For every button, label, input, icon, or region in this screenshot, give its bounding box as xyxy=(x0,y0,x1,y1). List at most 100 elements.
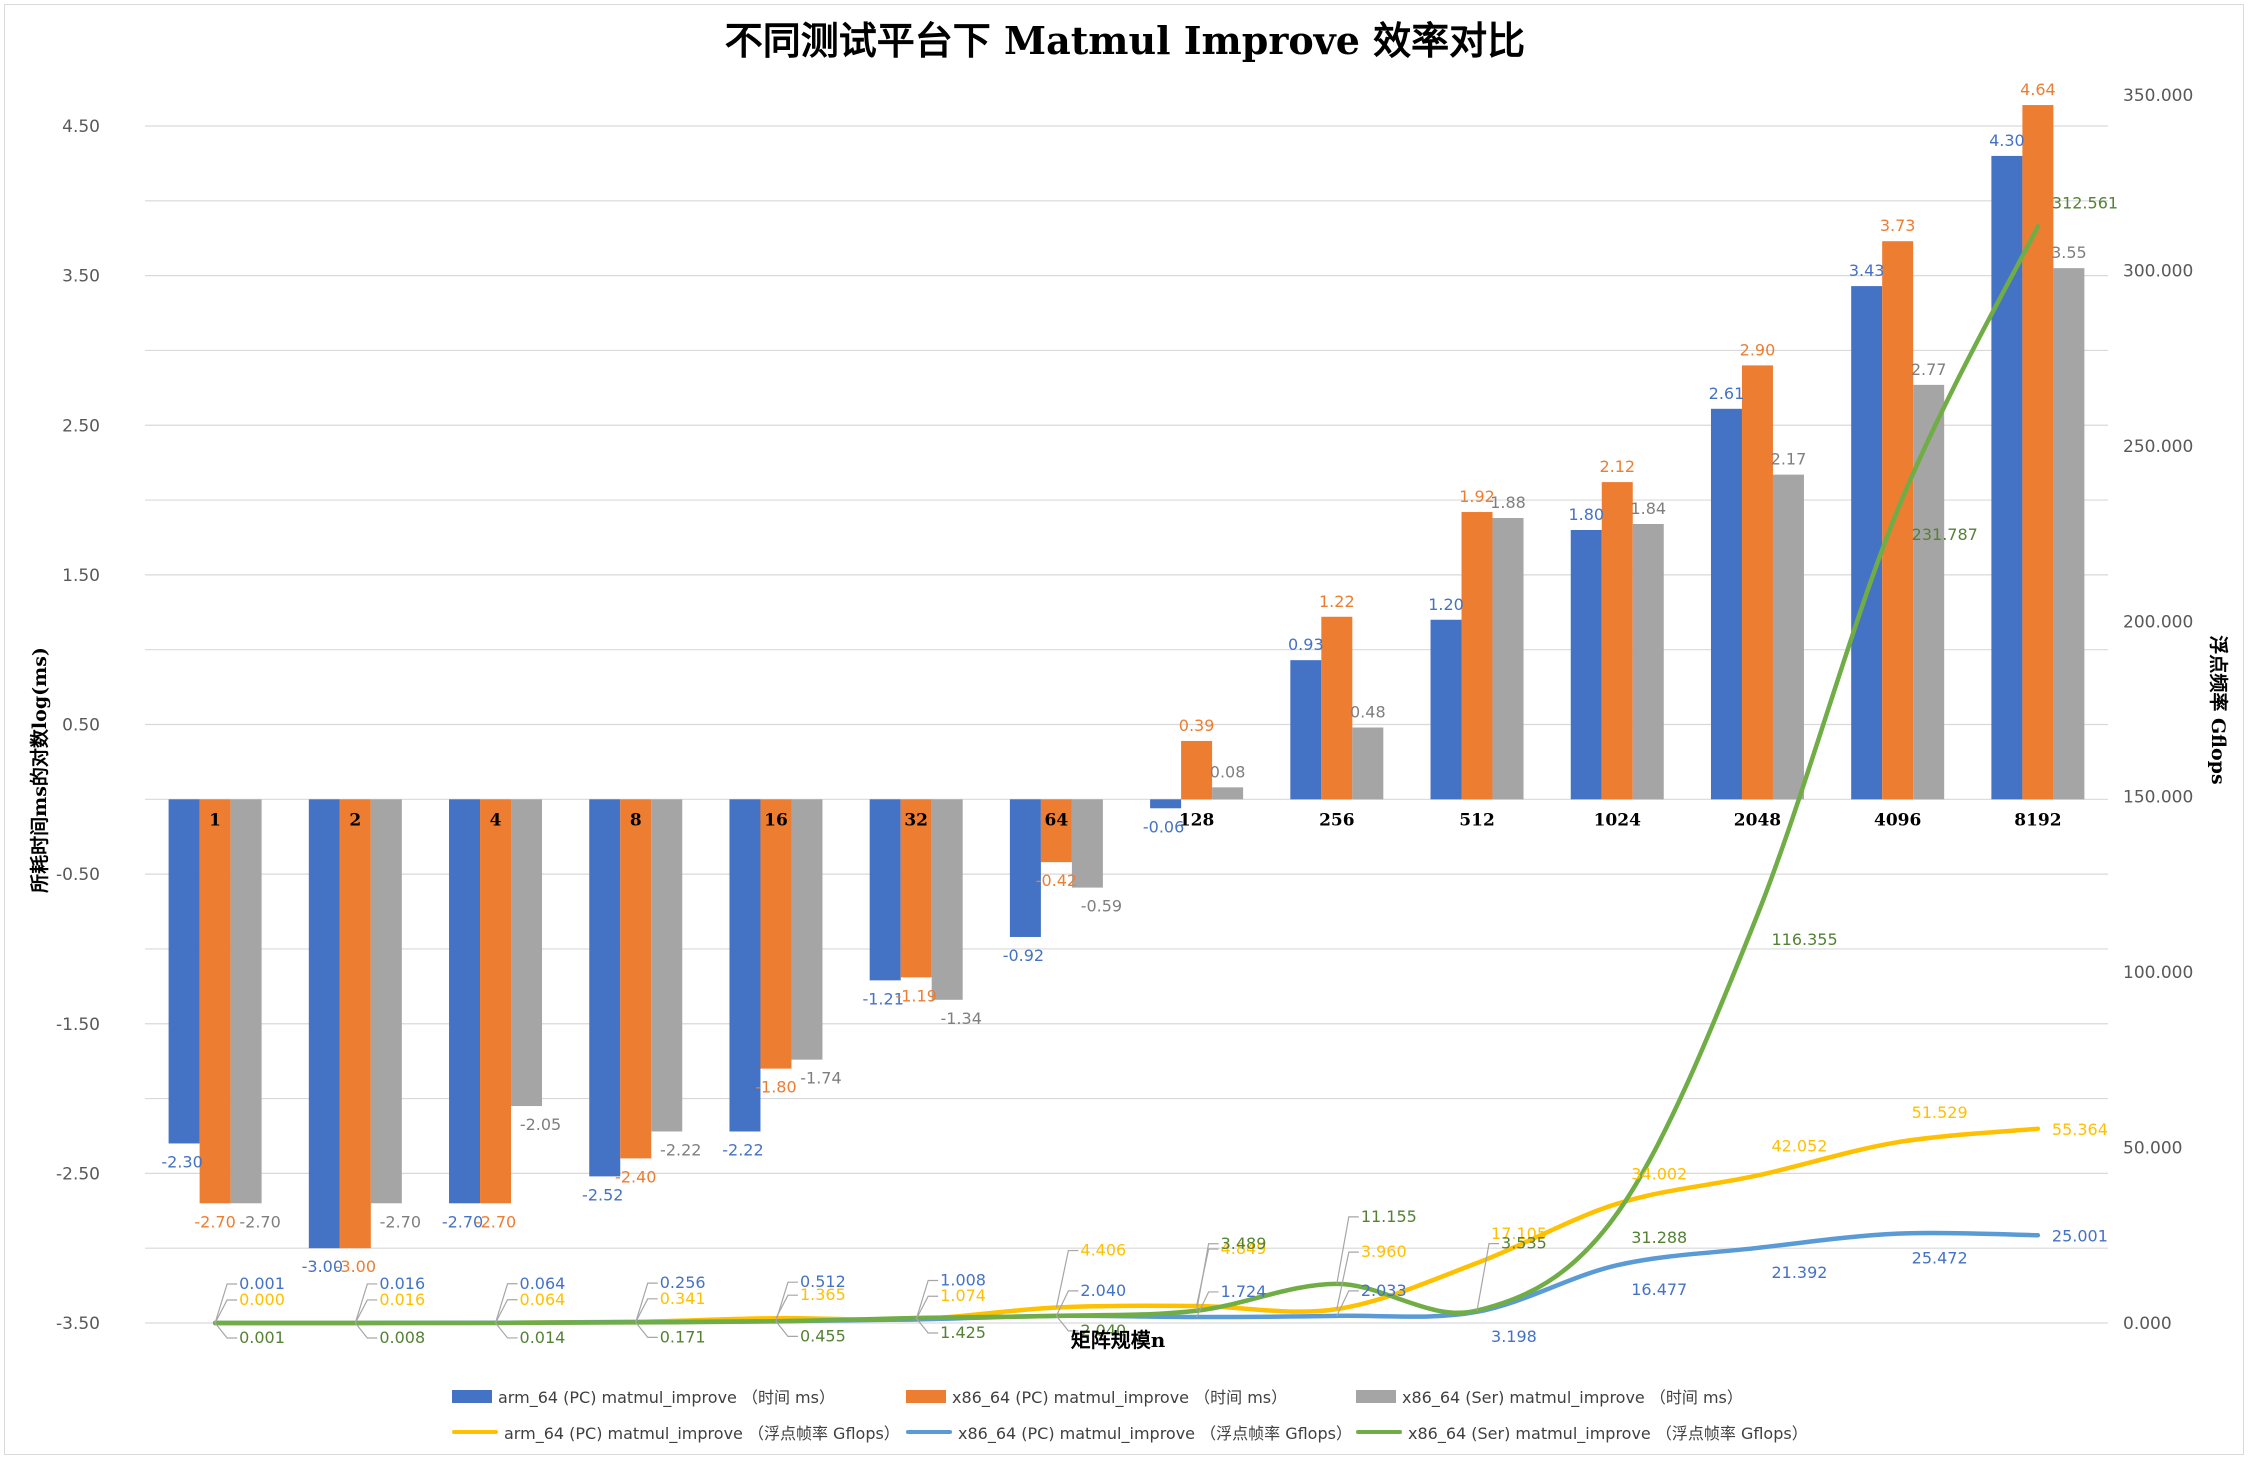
line-data-label: 51.529 xyxy=(1912,1103,1968,1122)
legend-label: x86_64 (PC) matmul_improve （时间 ms） xyxy=(952,1388,1288,1407)
leader-line xyxy=(1476,1242,1500,1311)
leader-line xyxy=(635,1298,658,1323)
leader-line xyxy=(214,1322,238,1339)
bar-data-label: -0.92 xyxy=(1003,946,1044,965)
leader-line xyxy=(495,1299,518,1324)
bar xyxy=(620,799,652,1159)
bar-data-label: 3.43 xyxy=(1849,261,1885,280)
category-label: 8192 xyxy=(2014,810,2061,830)
bar-data-label: -2.70 xyxy=(442,1212,483,1231)
line-data-label: 34.002 xyxy=(1631,1165,1687,1184)
line-data-label: 55.364 xyxy=(2052,1120,2108,1139)
bar xyxy=(931,799,963,1000)
y-tick-label: -1.50 xyxy=(56,1015,100,1035)
leader-line xyxy=(494,1283,518,1323)
line-data-label: 0.341 xyxy=(660,1289,706,1308)
y-tick-label: -0.50 xyxy=(56,865,100,885)
leader-line xyxy=(1336,1251,1359,1310)
y2-tick-label: 300.000 xyxy=(2123,261,2193,281)
y-tick-label: 1.50 xyxy=(62,566,100,586)
bar xyxy=(1851,286,1883,800)
leader-line xyxy=(1055,1249,1079,1308)
bar-data-label: 3.55 xyxy=(2051,243,2087,262)
line-data-label: 0.001 xyxy=(239,1328,285,1347)
y2-tick-label: 100.000 xyxy=(2123,963,2193,983)
bar-data-label: -1.34 xyxy=(940,1009,981,1028)
line-data-label: 0.256 xyxy=(660,1273,706,1292)
line-data-label: 21.392 xyxy=(1771,1263,1827,1282)
chart-frame xyxy=(4,4,2244,1455)
bar-data-label: 1.22 xyxy=(1319,592,1355,611)
category-label: 2048 xyxy=(1734,810,1781,830)
bar-data-label: -0.42 xyxy=(1036,871,1077,890)
line-data-label: 2.040 xyxy=(1080,1281,1126,1300)
y2-axis-title: 浮点频率 Gflops xyxy=(2207,635,2230,784)
line-data-label: 0.008 xyxy=(379,1328,425,1347)
line-data-label: 1.724 xyxy=(1221,1282,1267,1301)
leader-line xyxy=(635,1322,658,1339)
line-data-label: 17.105 xyxy=(1491,1224,1547,1243)
legend-item-x86pc-gflops: x86_64 (PC) matmul_improve （浮点帧率 Gflops） xyxy=(906,1420,1352,1444)
line-data-label: 0.064 xyxy=(520,1290,566,1309)
bar xyxy=(1290,660,1322,800)
bar xyxy=(1212,787,1244,800)
bar xyxy=(729,799,761,1132)
line-data-label: 2.033 xyxy=(1361,1281,1407,1300)
y2-tick-label: 350.000 xyxy=(2123,86,2193,106)
leader-line xyxy=(1055,1290,1079,1317)
bar-data-label: 0.39 xyxy=(1179,716,1215,735)
bar-data-label: 1.88 xyxy=(1490,493,1526,512)
bar xyxy=(1772,474,1804,800)
leader-line xyxy=(915,1295,939,1320)
bar xyxy=(199,799,231,1204)
bar-data-label: -2.70 xyxy=(475,1212,516,1231)
bar-data-label: -1.80 xyxy=(755,1078,796,1097)
line-data-label: 1.365 xyxy=(800,1285,846,1304)
bar xyxy=(511,799,543,1107)
legend-label: x86_64 (Ser) matmul_improve （时间 ms） xyxy=(1402,1388,1743,1407)
line-data-label: 16.477 xyxy=(1631,1280,1687,1299)
bar-data-label: 4.30 xyxy=(1989,131,2025,150)
legend-swatch xyxy=(906,1389,946,1403)
legend-label: arm_64 (PC) matmul_improve （时间 ms） xyxy=(498,1388,835,1407)
bar-data-label: 4.64 xyxy=(2020,80,2056,99)
leader-line xyxy=(915,1279,939,1320)
bar-data-label: 0.93 xyxy=(1288,635,1324,654)
line-data-label: 1.425 xyxy=(940,1323,986,1342)
bar-data-label: -2.70 xyxy=(239,1212,280,1231)
line-data-label: 0.171 xyxy=(660,1327,706,1346)
line-series xyxy=(212,224,2041,1326)
bar-data-label: 2.61 xyxy=(1709,384,1745,403)
category-label: 8 xyxy=(630,810,642,830)
leader-line xyxy=(1196,1248,1219,1307)
bar-data-label: -0.06 xyxy=(1143,817,1184,836)
line-data-label: 42.052 xyxy=(1771,1136,1827,1155)
bar xyxy=(1570,529,1602,800)
bar xyxy=(791,799,823,1060)
leader-line xyxy=(1196,1243,1219,1311)
bar-data-label: 2.17 xyxy=(1771,450,1807,469)
category-labels: 1 2 4 8 16 32 64 128 256 512 1024 2048 4096 8192 xyxy=(209,810,2061,830)
line-data-label: 3.198 xyxy=(1491,1327,1537,1346)
category-label: 2 xyxy=(349,810,361,830)
y2-tick-label: 200.000 xyxy=(2123,612,2193,632)
leader-line xyxy=(1196,1291,1219,1318)
y-axis-title: 所耗时间ms的对数log(ms) xyxy=(28,647,51,893)
data-labels: -2.30 -3.00 -2.70 -2.52 -2.22 -1.21 -0.92 -0.06… xyxy=(161,80,2118,1347)
bar xyxy=(308,799,340,1249)
leader-line xyxy=(775,1294,798,1319)
line-data-label: 3.535 xyxy=(1501,1234,1547,1253)
bar-data-label: -3.00 xyxy=(335,1257,376,1276)
line-data-label: 0.512 xyxy=(800,1272,846,1291)
bar xyxy=(1071,799,1103,888)
line-data-label: 1.008 xyxy=(940,1270,986,1289)
legend-swatch xyxy=(452,1430,498,1434)
leader-line xyxy=(1336,1290,1359,1317)
leader-line xyxy=(354,1322,378,1339)
bar-data-label: 2.12 xyxy=(1599,457,1635,476)
bar xyxy=(1040,799,1072,863)
bar-data-label: 1.84 xyxy=(1630,499,1666,518)
y-tick-label: 2.50 xyxy=(62,416,100,436)
bar xyxy=(1321,616,1353,800)
bar xyxy=(589,799,621,1177)
